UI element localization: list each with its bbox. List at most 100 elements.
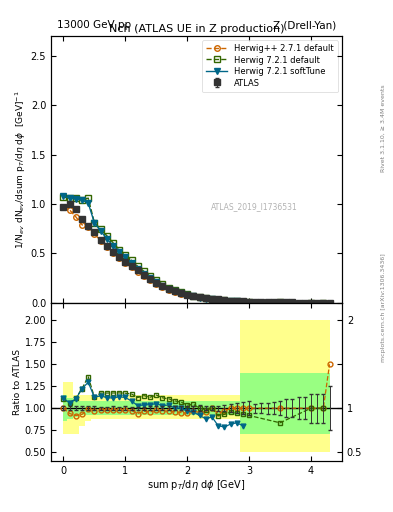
Herwig 7.2.1 softTune [129, 260, 134, 266]
Herwig 7.2.1 softTune [86, 200, 90, 206]
Herwig++ 2.7.1 default [166, 287, 171, 293]
Herwig 7.2.1 default [135, 263, 140, 269]
Herwig++ 2.7.1 default [160, 284, 165, 290]
Herwig 7.2.1 softTune [173, 288, 177, 294]
Herwig 7.2.1 default [73, 195, 78, 201]
Herwig 7.2.1 softTune [67, 195, 72, 201]
Herwig 7.2.1 default [86, 195, 90, 201]
Herwig++ 2.7.1 default [247, 298, 252, 305]
Herwig 7.2.1 default [61, 194, 66, 200]
Herwig++ 2.7.1 default [173, 288, 177, 294]
Herwig++ 2.7.1 default [309, 300, 313, 306]
Herwig 7.2.1 default [117, 246, 121, 252]
Herwig 7.2.1 softTune [117, 248, 121, 254]
Herwig++ 2.7.1 default [222, 297, 227, 303]
Herwig 7.2.1 softTune [123, 254, 128, 261]
Herwig 7.2.1 softTune [204, 295, 208, 302]
Herwig 7.2.1 default [234, 298, 239, 304]
Herwig++ 2.7.1 default [216, 296, 220, 303]
Herwig 7.2.1 default [179, 289, 184, 295]
Herwig 7.2.1 softTune [222, 297, 227, 304]
Herwig 7.2.1 softTune [179, 290, 184, 296]
Herwig++ 2.7.1 default [179, 290, 184, 296]
Herwig 7.2.1 default [92, 220, 97, 226]
Herwig++ 2.7.1 default [86, 224, 90, 230]
Herwig++ 2.7.1 default [234, 298, 239, 304]
Herwig 7.2.1 softTune [160, 283, 165, 289]
Herwig++ 2.7.1 default [321, 300, 326, 306]
Herwig++ 2.7.1 default [73, 214, 78, 220]
Herwig 7.2.1 default [321, 300, 326, 306]
Herwig 7.2.1 default [141, 268, 146, 274]
Herwig 7.2.1 softTune [197, 294, 202, 301]
Herwig 7.2.1 default [123, 252, 128, 259]
Herwig 7.2.1 softTune [105, 236, 109, 242]
Herwig 7.2.1 softTune [191, 293, 196, 300]
Herwig 7.2.1 default [160, 281, 165, 287]
Herwig 7.2.1 softTune [135, 266, 140, 272]
Text: ATLAS_2019_I1736531: ATLAS_2019_I1736531 [211, 202, 298, 211]
Herwig 7.2.1 default [105, 232, 109, 239]
Herwig++ 2.7.1 default [154, 281, 159, 287]
Herwig 7.2.1 default [98, 226, 103, 232]
Herwig++ 2.7.1 default [241, 298, 245, 305]
Herwig++ 2.7.1 default [117, 255, 121, 262]
Herwig++ 2.7.1 default [123, 260, 128, 266]
Herwig++ 2.7.1 default [67, 207, 72, 213]
Herwig 7.2.1 softTune [154, 279, 159, 285]
Line: Herwig++ 2.7.1 default: Herwig++ 2.7.1 default [61, 204, 332, 306]
Text: Rivet 3.1.10, ≥ 3.4M events: Rivet 3.1.10, ≥ 3.4M events [381, 84, 386, 172]
Herwig 7.2.1 default [197, 294, 202, 300]
Herwig 7.2.1 default [80, 197, 84, 203]
Herwig++ 2.7.1 default [80, 222, 84, 228]
Herwig++ 2.7.1 default [135, 269, 140, 275]
Herwig++ 2.7.1 default [61, 204, 66, 210]
Text: Z (Drell-Yan): Z (Drell-Yan) [273, 20, 336, 31]
Herwig 7.2.1 default [222, 297, 227, 304]
Herwig 7.2.1 softTune [234, 298, 239, 305]
Herwig++ 2.7.1 default [129, 264, 134, 270]
Y-axis label: Ratio to ATLAS: Ratio to ATLAS [13, 349, 22, 415]
Y-axis label: 1/N$_{ev}$ dN$_{ev}$/dsum p$_T$/d$\eta$ d$\phi$  [GeV]$^{-1}$: 1/N$_{ev}$ dN$_{ev}$/dsum p$_T$/d$\eta$ … [13, 90, 28, 249]
Line: Herwig 7.2.1 default: Herwig 7.2.1 default [61, 195, 326, 306]
Herwig++ 2.7.1 default [327, 300, 332, 306]
Herwig 7.2.1 softTune [241, 298, 245, 305]
Title: Nch (ATLAS UE in Z production): Nch (ATLAS UE in Z production) [109, 24, 284, 34]
Herwig 7.2.1 softTune [92, 220, 97, 226]
Herwig++ 2.7.1 default [98, 238, 103, 244]
Herwig 7.2.1 default [228, 298, 233, 304]
Herwig++ 2.7.1 default [204, 295, 208, 301]
Herwig 7.2.1 softTune [228, 298, 233, 304]
Herwig++ 2.7.1 default [148, 277, 152, 283]
Herwig++ 2.7.1 default [228, 297, 233, 304]
Herwig++ 2.7.1 default [110, 249, 115, 255]
Herwig 7.2.1 default [185, 291, 189, 297]
Herwig 7.2.1 softTune [185, 292, 189, 298]
Herwig++ 2.7.1 default [209, 296, 214, 302]
Herwig 7.2.1 softTune [148, 275, 152, 281]
Herwig 7.2.1 default [129, 258, 134, 264]
Text: 13000 GeV pp: 13000 GeV pp [57, 20, 131, 31]
Herwig 7.2.1 softTune [98, 228, 103, 234]
Herwig 7.2.1 default [148, 273, 152, 280]
X-axis label: sum p$_T$/d$\eta$ d$\phi$ [GeV]: sum p$_T$/d$\eta$ d$\phi$ [GeV] [147, 478, 246, 493]
Herwig 7.2.1 default [241, 298, 245, 305]
Herwig 7.2.1 default [166, 285, 171, 291]
Herwig 7.2.1 default [309, 300, 313, 306]
Herwig 7.2.1 softTune [216, 297, 220, 303]
Herwig++ 2.7.1 default [92, 230, 97, 237]
Text: mcplots.cern.ch [arXiv:1306.3436]: mcplots.cern.ch [arXiv:1306.3436] [381, 253, 386, 361]
Herwig 7.2.1 softTune [166, 286, 171, 292]
Herwig 7.2.1 softTune [80, 197, 84, 203]
Herwig 7.2.1 default [154, 277, 159, 283]
Herwig 7.2.1 softTune [73, 196, 78, 202]
Herwig 7.2.1 default [278, 300, 283, 306]
Herwig++ 2.7.1 default [105, 244, 109, 250]
Line: Herwig 7.2.1 softTune: Herwig 7.2.1 softTune [61, 194, 246, 305]
Herwig++ 2.7.1 default [197, 294, 202, 301]
Herwig++ 2.7.1 default [191, 293, 196, 300]
Herwig 7.2.1 softTune [110, 243, 115, 249]
Herwig 7.2.1 softTune [61, 193, 66, 199]
Herwig 7.2.1 default [110, 240, 115, 246]
Herwig 7.2.1 default [209, 296, 214, 302]
